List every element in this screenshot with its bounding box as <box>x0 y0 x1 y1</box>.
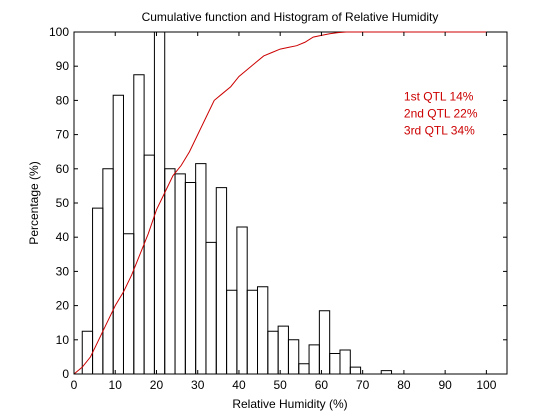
x-tick-label: 10 <box>109 378 123 392</box>
cumulative-curve-layer <box>73 31 487 375</box>
y-tick-label: 10 <box>56 333 70 347</box>
x-tick-label: 60 <box>315 378 329 392</box>
x-tick-label: 100 <box>476 378 496 392</box>
y-tick-label: 80 <box>56 93 70 107</box>
histogram-layer <box>81 31 393 374</box>
quartile-annotation: 1st QTL 14% <box>404 89 474 103</box>
x-tick-label: 80 <box>397 378 411 392</box>
x-tick-label: 50 <box>274 378 288 392</box>
x-axis-label: Relative Humidity (%) <box>232 397 347 411</box>
histogram-bar <box>339 349 351 374</box>
x-tick-label: 20 <box>150 378 164 392</box>
histogram-bar <box>215 187 228 374</box>
axis-ticks: 0 10 20 30 40 50 60 70 80 90 100 0 10 20 30 40 50 60 70 80 9… <box>49 25 507 392</box>
quartile-annotation: 3rd QTL 34% <box>404 124 475 138</box>
y-tick-label: 70 <box>56 128 70 142</box>
x-tick-label: 40 <box>232 378 246 392</box>
quartile-annotations: 1st QTL 14% 2nd QTL 22% 3rd QTL 34% <box>404 89 478 137</box>
histogram-bar <box>349 366 362 374</box>
histogram-bar <box>380 370 393 374</box>
y-tick-label: 0 <box>62 367 69 381</box>
x-tick-label: 90 <box>438 378 452 392</box>
chart-title: Cumulative function and Histogram of Rel… <box>142 10 439 24</box>
histogram-bar <box>318 310 331 374</box>
histogram-bar <box>287 339 300 374</box>
y-tick-label: 20 <box>56 299 70 313</box>
histogram-bar <box>257 286 269 374</box>
x-tick-label: 30 <box>191 378 205 392</box>
y-tick-label: 50 <box>56 196 70 210</box>
y-axis-label: Percentage (%) <box>27 161 41 244</box>
y-tick-label: 100 <box>49 25 69 39</box>
x-tick-label: 70 <box>356 378 370 392</box>
y-tick-label: 30 <box>56 264 70 278</box>
quartile-annotation: 2nd QTL 22% <box>404 107 478 121</box>
y-tick-label: 40 <box>56 230 70 244</box>
plot-frame <box>73 31 508 375</box>
y-tick-label: 90 <box>56 59 70 73</box>
cumulative-curve <box>73 31 487 375</box>
x-tick-label: 0 <box>71 378 78 392</box>
y-tick-label: 60 <box>56 162 70 176</box>
